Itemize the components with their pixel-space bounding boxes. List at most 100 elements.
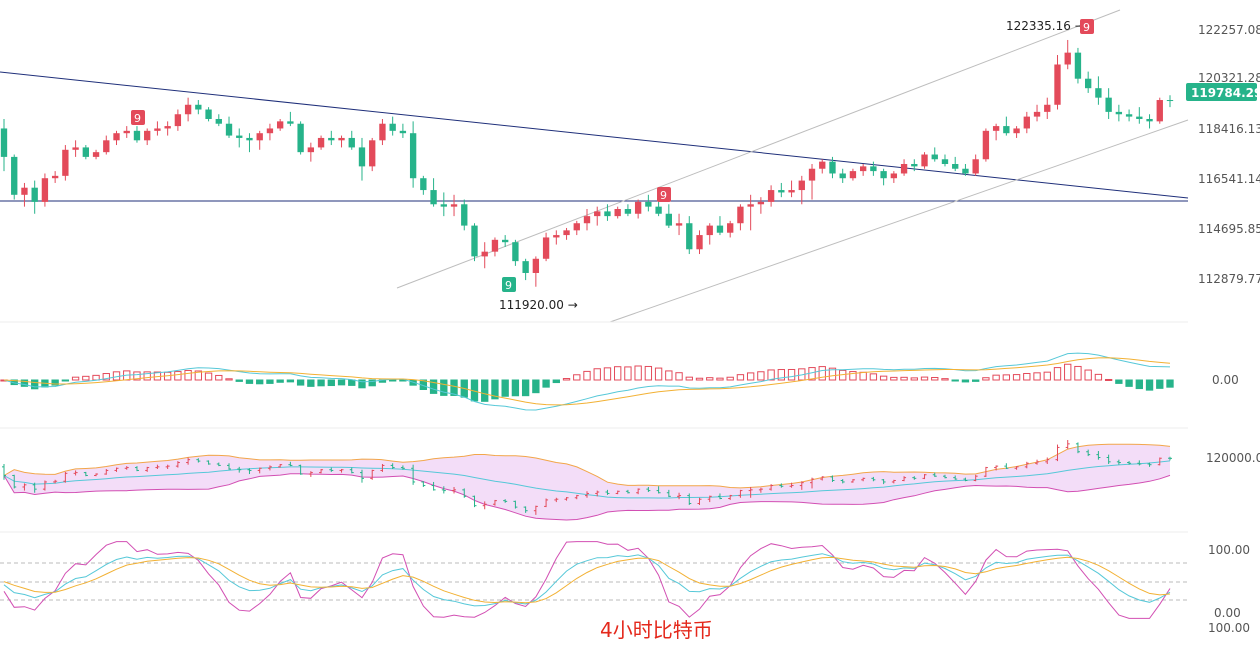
price-panel: 122257.08 120321.28 118416.13 116541.14 …: [0, 9, 1260, 323]
candle-body: [808, 168, 816, 181]
candle-body: [502, 239, 509, 243]
macd-histogram-bar: [757, 371, 765, 381]
macd-histogram-bar: [358, 379, 366, 389]
macd-histogram-bar: [624, 366, 632, 381]
candle-body: [767, 190, 775, 202]
macd-histogram-bar: [706, 377, 714, 381]
candle-body: [624, 209, 632, 214]
candle-body: [1136, 116, 1143, 119]
candle-body: [471, 225, 478, 257]
td-marker: 9: [131, 110, 145, 125]
macd-histogram-bar: [1104, 378, 1113, 381]
bollinger-band-fill: [4, 444, 1170, 520]
kdj-axis-label: 100.00: [1208, 543, 1250, 557]
macd-histogram-bar: [1023, 372, 1031, 381]
candle-body: [829, 161, 836, 174]
svg-text:9: 9: [1083, 21, 1090, 34]
macd-histogram-bar: [51, 379, 59, 386]
candle-body: [297, 123, 304, 153]
candle-body: [72, 147, 79, 150]
macd-histogram-bar: [665, 370, 673, 381]
kdj-axis-label: 0.00: [1214, 606, 1241, 620]
candle-body: [921, 154, 928, 167]
candle-body: [21, 187, 28, 195]
candle-body: [164, 126, 171, 129]
macd-histogram-bar: [31, 379, 39, 390]
candle-body: [1146, 118, 1153, 122]
candle-body: [481, 251, 488, 257]
macd-histogram-bar: [695, 377, 704, 381]
macd-histogram-bar: [961, 379, 970, 383]
candle-body: [645, 201, 652, 207]
macd-histogram-bar: [532, 379, 540, 394]
channel-lower-line: [609, 119, 1189, 323]
macd-histogram-bar: [235, 379, 243, 382]
candle-body: [369, 140, 376, 167]
annotations: 122335.16 → 111920.00 → 9 9 9 9: [131, 19, 1094, 312]
candle-body: [1023, 116, 1030, 129]
macd-histogram-bar: [521, 379, 530, 397]
macd-histogram-bar: [307, 379, 315, 387]
macd-dea-line: [3, 357, 1171, 406]
candle-body: [133, 130, 141, 141]
macd-histogram-bar: [143, 371, 151, 381]
macd-histogram-bar: [429, 379, 438, 394]
macd-histogram-bar: [859, 371, 867, 381]
candle-body: [594, 211, 601, 217]
macd-histogram-bar: [603, 367, 612, 381]
macd-histogram-bar: [869, 373, 878, 381]
macd-histogram-bar: [890, 376, 898, 381]
macd-histogram-bar: [1115, 379, 1123, 384]
macd-histogram-bar: [215, 374, 223, 381]
macd-histogram-bar: [931, 376, 939, 381]
macd-histogram-bar: [849, 371, 857, 381]
candle-body: [0, 128, 8, 157]
candle-body: [655, 206, 662, 214]
candle-body: [123, 130, 130, 134]
td-marker: 9: [502, 277, 516, 292]
macd-histogram-bar: [286, 379, 295, 383]
macd-histogram-bar: [61, 379, 70, 382]
candle-body: [604, 211, 611, 217]
macd-histogram-bar: [1094, 373, 1103, 381]
candle-body: [788, 190, 795, 193]
candle-body: [154, 128, 161, 131]
macd-histogram-bar: [971, 379, 980, 382]
candle-body: [737, 206, 744, 224]
candle-body: [757, 201, 765, 205]
candle-body: [941, 159, 949, 164]
macd-histogram-bar: [102, 373, 110, 381]
candle-body: [1156, 100, 1163, 122]
candle-body: [287, 121, 294, 124]
macd-histogram-bar: [194, 370, 203, 381]
macd-histogram-bar: [1002, 374, 1011, 381]
macd-histogram-bar: [174, 371, 182, 381]
kdj-axis-label: 100.00: [1208, 621, 1250, 635]
candle-body: [399, 130, 407, 134]
macd-histogram-bar: [654, 367, 663, 381]
macd-histogram-bar: [1064, 363, 1072, 381]
candle-body: [1013, 128, 1020, 134]
macd-histogram-bar: [388, 379, 397, 382]
candle-body: [747, 204, 754, 207]
candle-body: [440, 204, 447, 207]
price-tick-label: 120321.28: [1198, 71, 1260, 85]
candle-body: [41, 178, 49, 202]
macd-histogram-bar: [593, 368, 601, 381]
candle-body: [51, 175, 59, 179]
macd-histogram-bar: [992, 374, 1000, 381]
low-price-annotation: 111920.00 →: [499, 298, 578, 312]
macd-histogram-bar: [1125, 379, 1133, 387]
macd-axis-label: 0.00: [1212, 373, 1239, 387]
candle-body: [174, 114, 182, 127]
svg-text:9: 9: [660, 189, 667, 202]
candle-body: [665, 213, 672, 226]
macd-histogram-bar: [951, 379, 959, 382]
candle-body: [1125, 114, 1133, 117]
candle-body: [328, 137, 335, 141]
candle-body: [553, 235, 560, 238]
candle-body: [583, 216, 591, 224]
macd-histogram-bar: [1135, 379, 1143, 390]
macd-histogram-bar: [348, 379, 356, 386]
